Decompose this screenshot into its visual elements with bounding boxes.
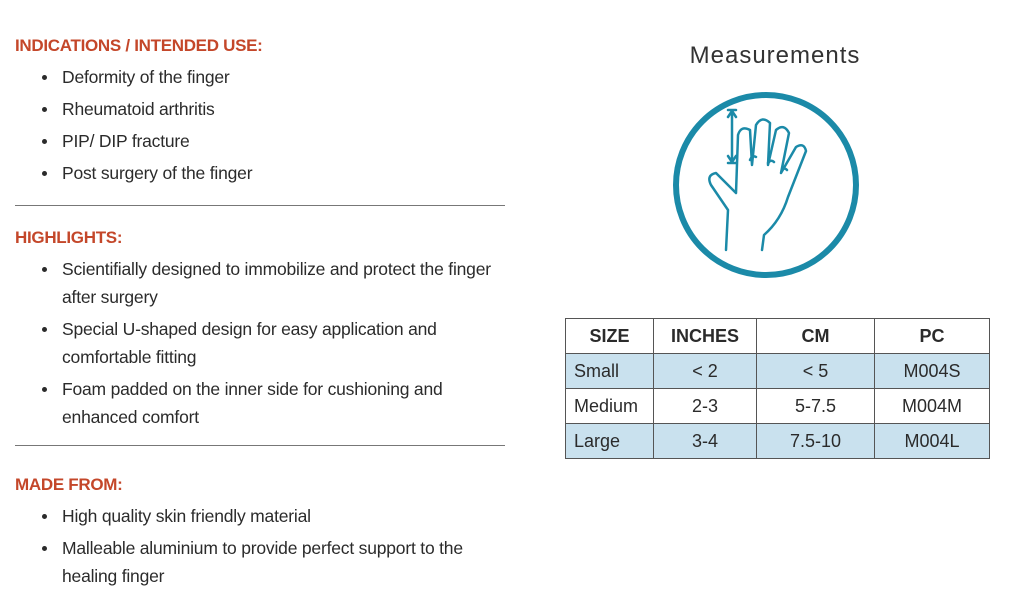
header-cell: PC <box>874 318 990 354</box>
table-cell: M004S <box>874 353 990 389</box>
table-cell: < 2 <box>653 353 757 389</box>
hand-icon <box>673 92 859 278</box>
section: MADE FROM: High quality skin friendly mat… <box>15 474 505 594</box>
bullet-item: Post surgery of the finger <box>42 159 502 187</box>
header-row: SIZE INCHES CM PC <box>565 318 990 354</box>
table-cell: < 5 <box>756 353 875 389</box>
table-cell: Medium <box>565 388 654 424</box>
section-heading: INDICATIONS / INTENDED USE: <box>15 36 263 55</box>
table-cell: 3-4 <box>653 423 757 459</box>
divider <box>15 205 505 206</box>
bullet-item: Foam padded on the inner side for cushio… <box>42 375 502 431</box>
bullet-item: Special U-shaped design for easy applica… <box>42 315 502 371</box>
table-row: Large 3-4 7.5-10 M004L <box>565 423 990 459</box>
section: INDICATIONS / INTENDED USE: Deformity of … <box>15 35 505 191</box>
table-row: Medium 2-3 5-7.5 M004M <box>565 388 990 424</box>
table-cell: M004L <box>874 423 990 459</box>
bullet-item: Scientifially designed to immobilize and… <box>42 255 502 311</box>
bullet-item: Deformity of the finger <box>42 63 502 91</box>
section: HIGHLIGHTS: Scientifially designed to imm… <box>15 227 505 435</box>
section-heading: MADE FROM: <box>15 475 123 494</box>
table-cell: M004M <box>874 388 990 424</box>
bullet-list: Scientifially designed to immobilize and… <box>15 255 502 431</box>
header-cell: INCHES <box>653 318 757 354</box>
bullet-item: Malleable aluminium to provide perfect s… <box>42 534 502 590</box>
size-table: SIZE INCHES CM PC Small < 2 < 5 M004S Medium 2-3 5… <box>565 318 990 459</box>
divider <box>15 445 505 446</box>
table-cell: 5-7.5 <box>756 388 875 424</box>
table-row: Small < 2 < 5 M004S <box>565 353 990 389</box>
table-cell: Large <box>565 423 654 459</box>
bullet-item: High quality skin friendly material <box>42 502 502 530</box>
bullet-item: Rheumatoid arthritis <box>42 95 502 123</box>
bullet-list: Deformity of the finger Rheumatoid arthri… <box>15 63 502 187</box>
bullet-list: High quality skin friendly material Malle… <box>15 502 502 590</box>
section-heading: HIGHLIGHTS: <box>15 228 123 247</box>
table-cell: 2-3 <box>653 388 757 424</box>
measurements-title: Measurements <box>689 42 861 69</box>
bullet-item: PIP/ DIP fracture <box>42 127 502 155</box>
table-cell: Small <box>565 353 654 389</box>
header-cell: SIZE <box>565 318 654 354</box>
header-cell: CM <box>756 318 875 354</box>
table-cell: 7.5-10 <box>756 423 875 459</box>
